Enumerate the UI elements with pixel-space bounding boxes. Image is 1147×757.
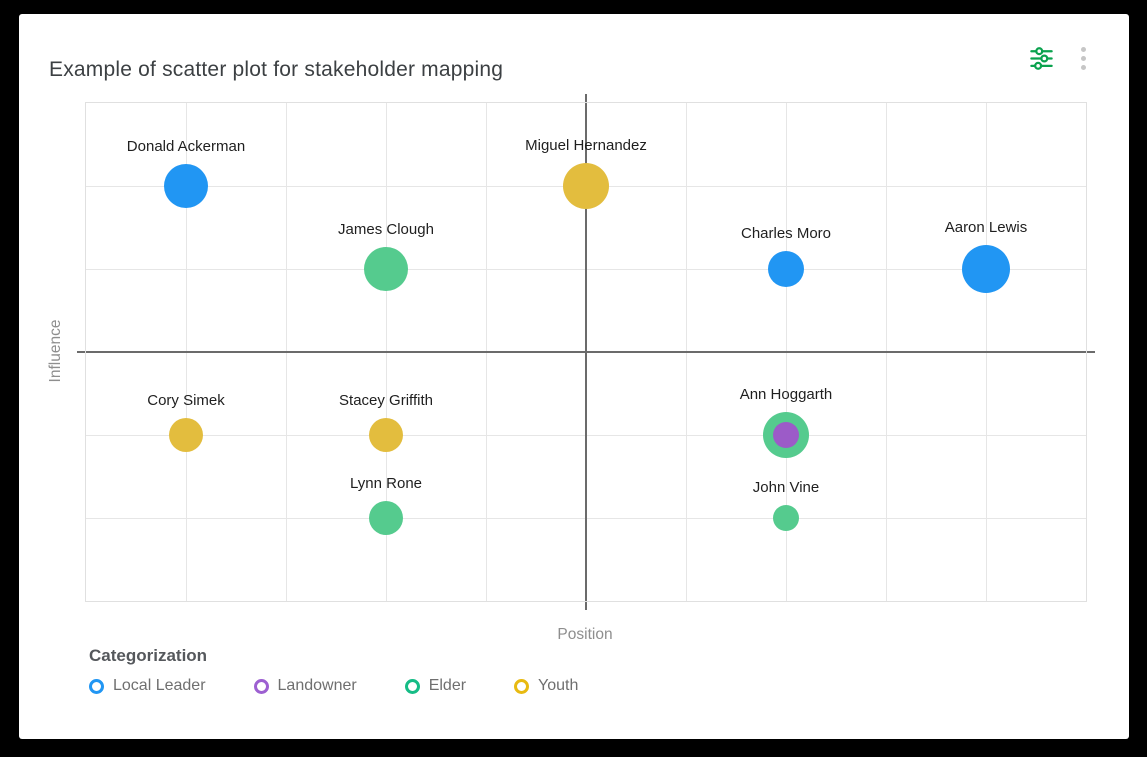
- kebab-menu-icon[interactable]: [1069, 44, 1097, 72]
- legend-items: Local Leader Landowner Elder Youth: [89, 677, 578, 695]
- y-axis-label: Influence: [47, 319, 64, 383]
- legend-item-label: Youth: [538, 677, 579, 694]
- chart-title: Example of scatter plot for stakeholder …: [49, 58, 504, 81]
- chart-card: Example of scatter plot for stakeholder …: [19, 14, 1129, 739]
- data-point-label: Miguel Hernandez: [525, 137, 647, 154]
- legend-item-youth[interactable]: Youth: [514, 677, 578, 695]
- data-point[interactable]: [164, 164, 208, 208]
- axis-center-tick-left: [77, 351, 85, 353]
- kebab-dots: [1080, 46, 1086, 70]
- data-point-inner[interactable]: [773, 422, 799, 448]
- header-actions: [1027, 44, 1097, 72]
- data-point[interactable]: [768, 251, 804, 287]
- data-point-label: Lynn Rone: [350, 475, 422, 492]
- legend-item-landowner[interactable]: Landowner: [253, 677, 357, 695]
- data-point-label: John Vine: [752, 479, 820, 496]
- axis-center-tick-top: [585, 94, 587, 102]
- legend-item-label: Landowner: [277, 677, 357, 694]
- tune-icon-glyph: [1029, 46, 1053, 70]
- legend-swatch-icon: [514, 678, 530, 694]
- legend-title: Categorization: [89, 646, 208, 665]
- legend-item-local-leader[interactable]: Local Leader: [89, 677, 206, 695]
- legend: Categorization Local Leader Landowner Elde…: [89, 646, 578, 695]
- data-point[interactable]: [364, 247, 408, 291]
- filter-settings-icon[interactable]: [1027, 44, 1055, 72]
- scatter-plot-area: Donald Ackerman Miguel Hernandez James Clo…: [77, 94, 1095, 610]
- data-point[interactable]: [773, 505, 799, 531]
- data-point-label: Aaron Lewis: [944, 219, 1028, 236]
- legend-swatch-icon: [89, 678, 104, 694]
- data-point-label: Charles Moro: [740, 225, 832, 242]
- data-point[interactable]: [369, 501, 403, 535]
- legend-item-label: Elder: [428, 677, 467, 694]
- data-point-label: James Clough: [338, 221, 434, 238]
- legend-swatch-icon: [404, 678, 420, 694]
- data-point-label: Donald Ackerman: [126, 138, 246, 155]
- data-point[interactable]: [169, 418, 203, 452]
- legend-item-elder[interactable]: Elder: [404, 677, 467, 695]
- axis-center-tick-bottom: [585, 602, 587, 610]
- data-point-label: Stacey Griffith: [339, 392, 433, 409]
- data-point-label: Cory Simek: [147, 392, 225, 409]
- x-axis-label: Position: [557, 626, 613, 643]
- legend-item-label: Local Leader: [113, 677, 206, 694]
- axis-center-tick-right: [1087, 351, 1095, 353]
- center-line-horizontal: [86, 351, 1086, 353]
- data-point[interactable]: [962, 245, 1010, 293]
- data-point[interactable]: [369, 418, 403, 452]
- legend-swatch-icon: [253, 678, 269, 694]
- data-point-label: Ann Hoggarth: [739, 386, 833, 403]
- data-point[interactable]: [563, 163, 609, 209]
